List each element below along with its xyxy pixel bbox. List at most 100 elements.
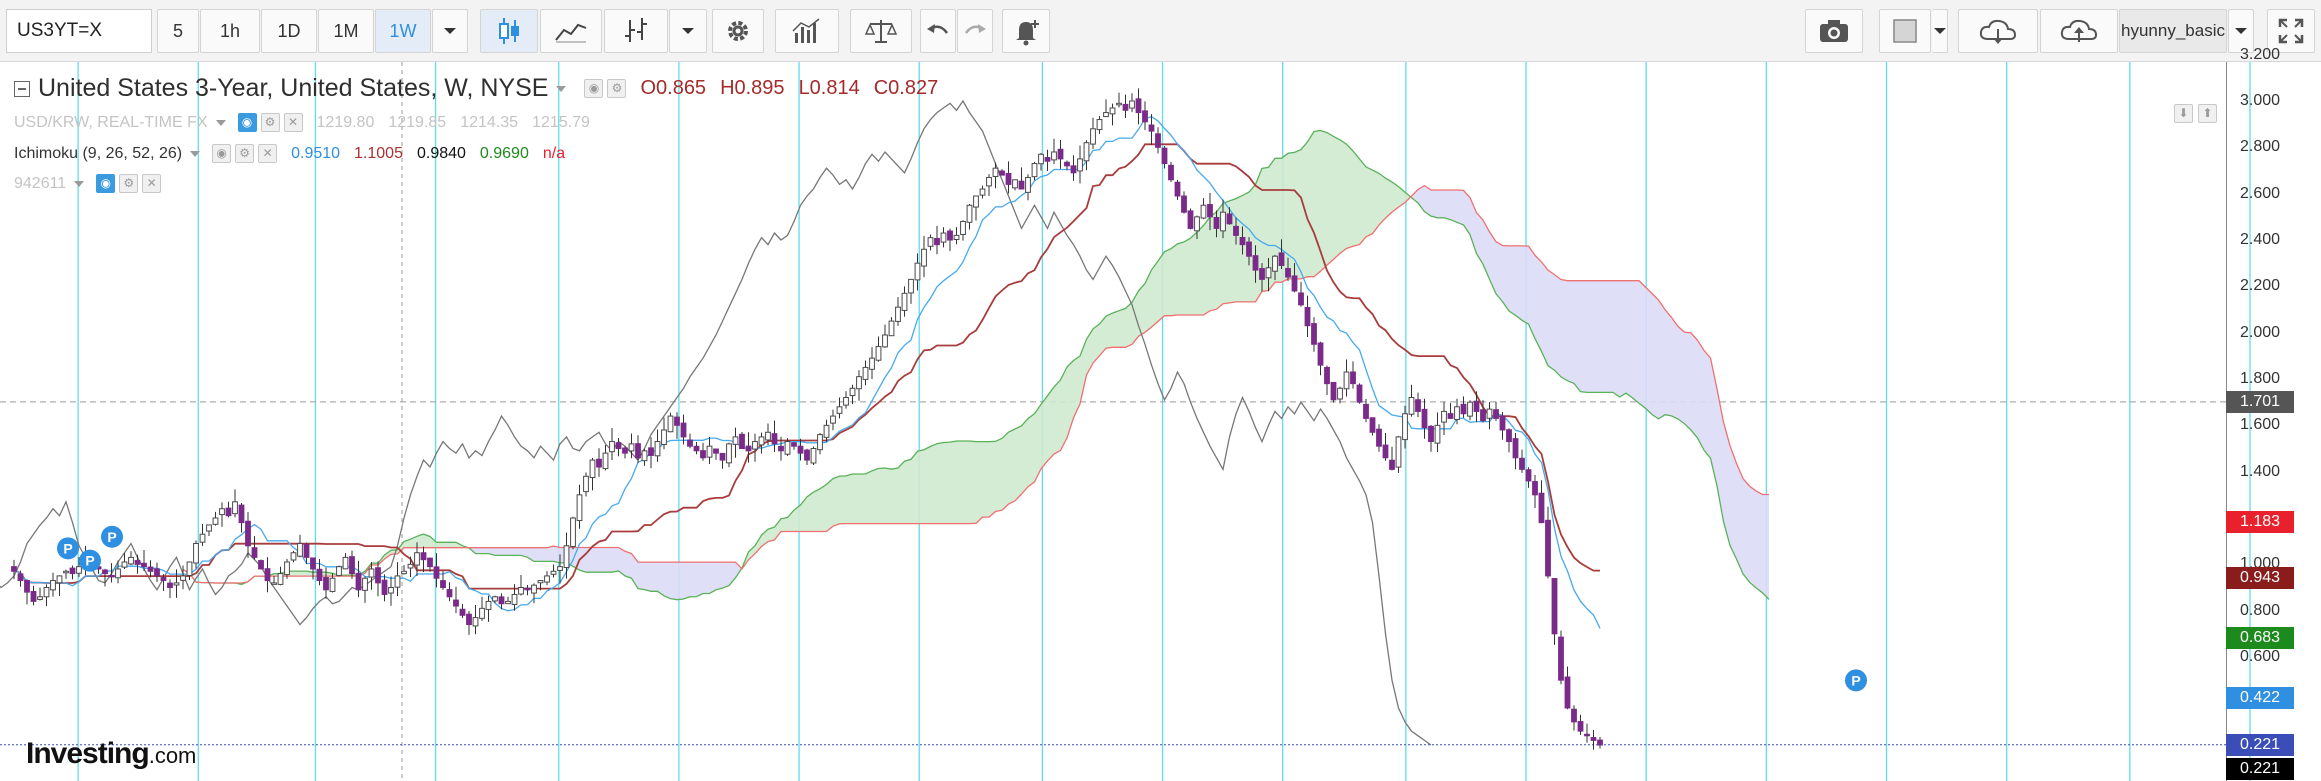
cloud-segment-216 <box>1587 280 1594 393</box>
user-dropdown-button[interactable] <box>2228 9 2254 53</box>
chevron-down-icon[interactable] <box>215 119 226 126</box>
scroll-left-icon[interactable]: ⬇ <box>2174 104 2193 123</box>
undo-button[interactable] <box>920 9 956 53</box>
candle-body-96 <box>635 443 641 459</box>
candle-body-244 <box>1597 739 1603 746</box>
interval-1w-button[interactable]: 1W <box>375 9 431 53</box>
eye-icon[interactable]: ◉ <box>237 113 257 132</box>
settings-icon[interactable]: ⚙ <box>119 174 139 193</box>
usd-legend-name[interactable]: USD/KRW, REAL-TIME FX <box>14 113 208 131</box>
settings-button[interactable] <box>712 9 764 53</box>
candle-body-117 <box>771 433 778 445</box>
compare-button[interactable] <box>850 9 912 53</box>
eye-icon[interactable]: ◉ <box>584 79 604 98</box>
close-icon[interactable]: ✕ <box>258 144 278 163</box>
add-alert-button[interactable] <box>1002 9 1050 53</box>
cloud-segment-37 <box>423 534 430 548</box>
candle-body-1 <box>17 573 24 582</box>
candle-body-210 <box>1376 428 1382 447</box>
square-icon <box>1893 19 1917 43</box>
settings-icon[interactable]: ⚙ <box>607 79 627 98</box>
study-legend-name[interactable]: 942611 <box>14 174 67 192</box>
line-chart-button[interactable] <box>540 9 602 53</box>
candle-body-66 <box>440 580 446 589</box>
redo-button[interactable] <box>957 9 993 53</box>
layout-dropdown-button[interactable] <box>1932 9 1948 53</box>
indicators-button[interactable] <box>775 9 839 53</box>
candle-body-91 <box>602 452 609 470</box>
cloud-segment-233 <box>1697 340 1704 451</box>
chart-type-dropdown-button[interactable] <box>669 9 707 53</box>
candle-body-243 <box>1590 737 1597 741</box>
fullscreen-button[interactable] <box>2267 9 2315 53</box>
candle-body-22 <box>154 568 160 577</box>
cloud-segment-213 <box>1567 280 1574 384</box>
cloud-segment-88 <box>755 535 762 554</box>
candle-body-115 <box>758 436 765 446</box>
candle-body-89 <box>589 459 596 479</box>
cloud-segment-36 <box>417 534 424 548</box>
layout-button[interactable] <box>1879 9 1931 53</box>
candle-body-77 <box>511 593 518 605</box>
cloud-segment-243 <box>1762 494 1769 600</box>
cloud-segment-222 <box>1626 280 1633 398</box>
snapshot-button[interactable] <box>1805 9 1863 53</box>
interval-5-button[interactable]: 5 <box>157 9 199 53</box>
cloud-segment-195 <box>1450 189 1457 223</box>
ichimoku-legend-name[interactable]: Ichimoku (9, 26, 52, 26) <box>14 144 183 162</box>
scroll-up-icon[interactable]: ⬆ <box>2198 104 2217 123</box>
symbol-input[interactable] <box>6 9 152 53</box>
candle-body-220 <box>1441 410 1447 423</box>
cloud-segment-157 <box>1203 216 1210 316</box>
cloud-segment-97 <box>813 488 820 532</box>
interval-dropdown-button[interactable] <box>432 9 468 53</box>
cloud-segment-131 <box>1034 404 1041 482</box>
cloud-segment-78 <box>690 562 697 597</box>
cloud-segment-139 <box>1086 328 1093 375</box>
candle-body-36 <box>245 520 251 547</box>
chevron-down-icon[interactable] <box>74 180 85 187</box>
eye-icon[interactable]: ◉ <box>212 144 232 163</box>
bar-chart-button[interactable] <box>604 9 668 53</box>
candle-body-60 <box>401 570 407 575</box>
candle-body-109 <box>719 452 726 461</box>
candle-body-134 <box>882 334 888 348</box>
cloud-segment-156 <box>1197 225 1204 316</box>
candle-body-123 <box>810 448 817 464</box>
cloud-segment-92 <box>781 517 788 532</box>
settings-icon[interactable]: ⚙ <box>235 144 255 163</box>
candle-body-130 <box>856 376 862 390</box>
chevron-down-icon[interactable] <box>190 150 201 157</box>
candle-body-202 <box>1324 366 1330 385</box>
close-icon[interactable]: ✕ <box>142 174 162 193</box>
candles-icon <box>499 18 519 44</box>
user-layout-button[interactable]: hyunny_basic <box>2119 9 2227 53</box>
save-layout-button[interactable] <box>2040 9 2118 53</box>
candle-body-128 <box>843 397 849 406</box>
candle-body-171 <box>1122 103 1129 111</box>
candle-body-37 <box>251 547 258 558</box>
chevron-down-icon[interactable] <box>556 85 567 92</box>
candle-body-39 <box>264 568 271 582</box>
cloud-segment-174 <box>1314 130 1321 277</box>
interval-1d-button[interactable]: 1D <box>261 9 317 53</box>
load-layout-button[interactable] <box>1958 9 2038 53</box>
cloud-segment-210 <box>1548 270 1555 371</box>
interval-1m-button[interactable]: 1M <box>318 9 374 53</box>
cloud-segment-184 <box>1379 173 1386 226</box>
candles-button[interactable] <box>480 9 538 53</box>
cloud-segment-74 <box>664 562 671 599</box>
undo-icon <box>927 24 949 34</box>
legend-title[interactable]: United States 3-Year, United States, W, … <box>38 74 549 102</box>
candle-body-19 <box>134 560 141 565</box>
settings-icon[interactable]: ⚙ <box>260 113 280 132</box>
candle-body-152 <box>999 170 1005 176</box>
candle-body-76 <box>505 600 511 605</box>
interval-1h-button[interactable]: 1h <box>200 9 260 53</box>
eye-icon[interactable]: ◉ <box>96 174 116 193</box>
collapse-icon[interactable] <box>14 80 30 97</box>
cloud-segment-106 <box>872 468 879 524</box>
close-icon[interactable]: ✕ <box>283 113 303 132</box>
